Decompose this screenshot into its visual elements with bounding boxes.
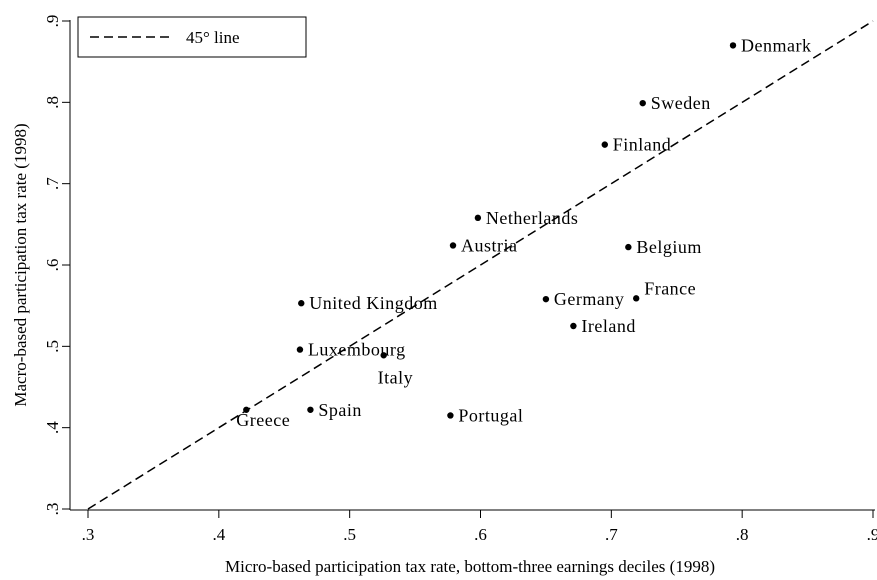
point-label: United Kingdom [309, 293, 438, 313]
legend-entry-label: 45° line [186, 28, 240, 47]
data-point-denmark [729, 42, 737, 49]
point-label: France [644, 278, 696, 298]
point-label: Finland [613, 135, 672, 155]
point-label: Luxembourg [308, 340, 406, 360]
data-point-france [632, 295, 640, 302]
data-point-portugal [447, 412, 454, 419]
y-tick-label: .5 [43, 340, 62, 353]
y-tick-label: .3 [43, 503, 62, 516]
point-label: Denmark [741, 35, 811, 55]
point-label: Greece [236, 410, 290, 430]
x-axis-ticks: .3 .4 .5 .6 .7 .8 .9 [82, 510, 877, 544]
x-tick-label: .5 [343, 525, 356, 544]
x-axis-title: Micro-based participation tax rate, bott… [225, 557, 715, 576]
x-tick-label: .3 [82, 525, 95, 544]
point-label: Austria [461, 235, 518, 255]
data-point-united-kingdom [298, 300, 305, 307]
data-point-luxembourg [296, 346, 304, 353]
data-point-sweden [639, 99, 646, 107]
x-tick-label: .9 [867, 525, 877, 544]
data-point-germany [542, 295, 550, 303]
point-label: Portugal [458, 405, 523, 425]
y-tick-label: .6 [43, 259, 62, 272]
point-label: Spain [318, 400, 362, 420]
x-tick-label: .4 [212, 525, 225, 544]
data-point-spain [307, 406, 314, 413]
point-label: Sweden [651, 93, 711, 113]
data-point-finland [601, 141, 608, 148]
point-label: Belgium [636, 237, 702, 257]
point-label: Germany [554, 289, 624, 309]
data-point-austria [449, 242, 457, 249]
x-tick-label: .7 [605, 525, 618, 544]
x-tick-label: .6 [474, 525, 487, 544]
data-point-ireland [570, 322, 577, 330]
reference-45-degree-line [87, 20, 874, 510]
plot-axes [69, 20, 875, 511]
y-axis-ticks: .3 .4 .5 .6 .7 .8 .9 [43, 15, 70, 516]
y-axis-title: Macro-based participation tax rate (1998… [11, 123, 30, 406]
legend: 45° line [77, 16, 307, 58]
y-tick-label: .7 [43, 177, 62, 190]
data-point-netherlands [474, 214, 482, 222]
y-tick-label: .4 [43, 421, 62, 434]
point-label: Netherlands [486, 208, 578, 228]
point-labels: Denmark Sweden Finland Netherlands Austria Be… [236, 35, 811, 429]
y-tick-label: .8 [43, 96, 62, 109]
reference-line-group [87, 20, 874, 510]
data-point-greece [243, 406, 250, 413]
data-point-belgium [625, 243, 632, 251]
x-tick-label: .8 [736, 525, 749, 544]
data-points [243, 42, 737, 419]
legend-box [77, 16, 307, 58]
y-tick-label: .9 [43, 15, 62, 28]
data-point-italy [380, 352, 387, 359]
point-label: Ireland [581, 316, 635, 336]
point-label: Italy [378, 367, 414, 387]
